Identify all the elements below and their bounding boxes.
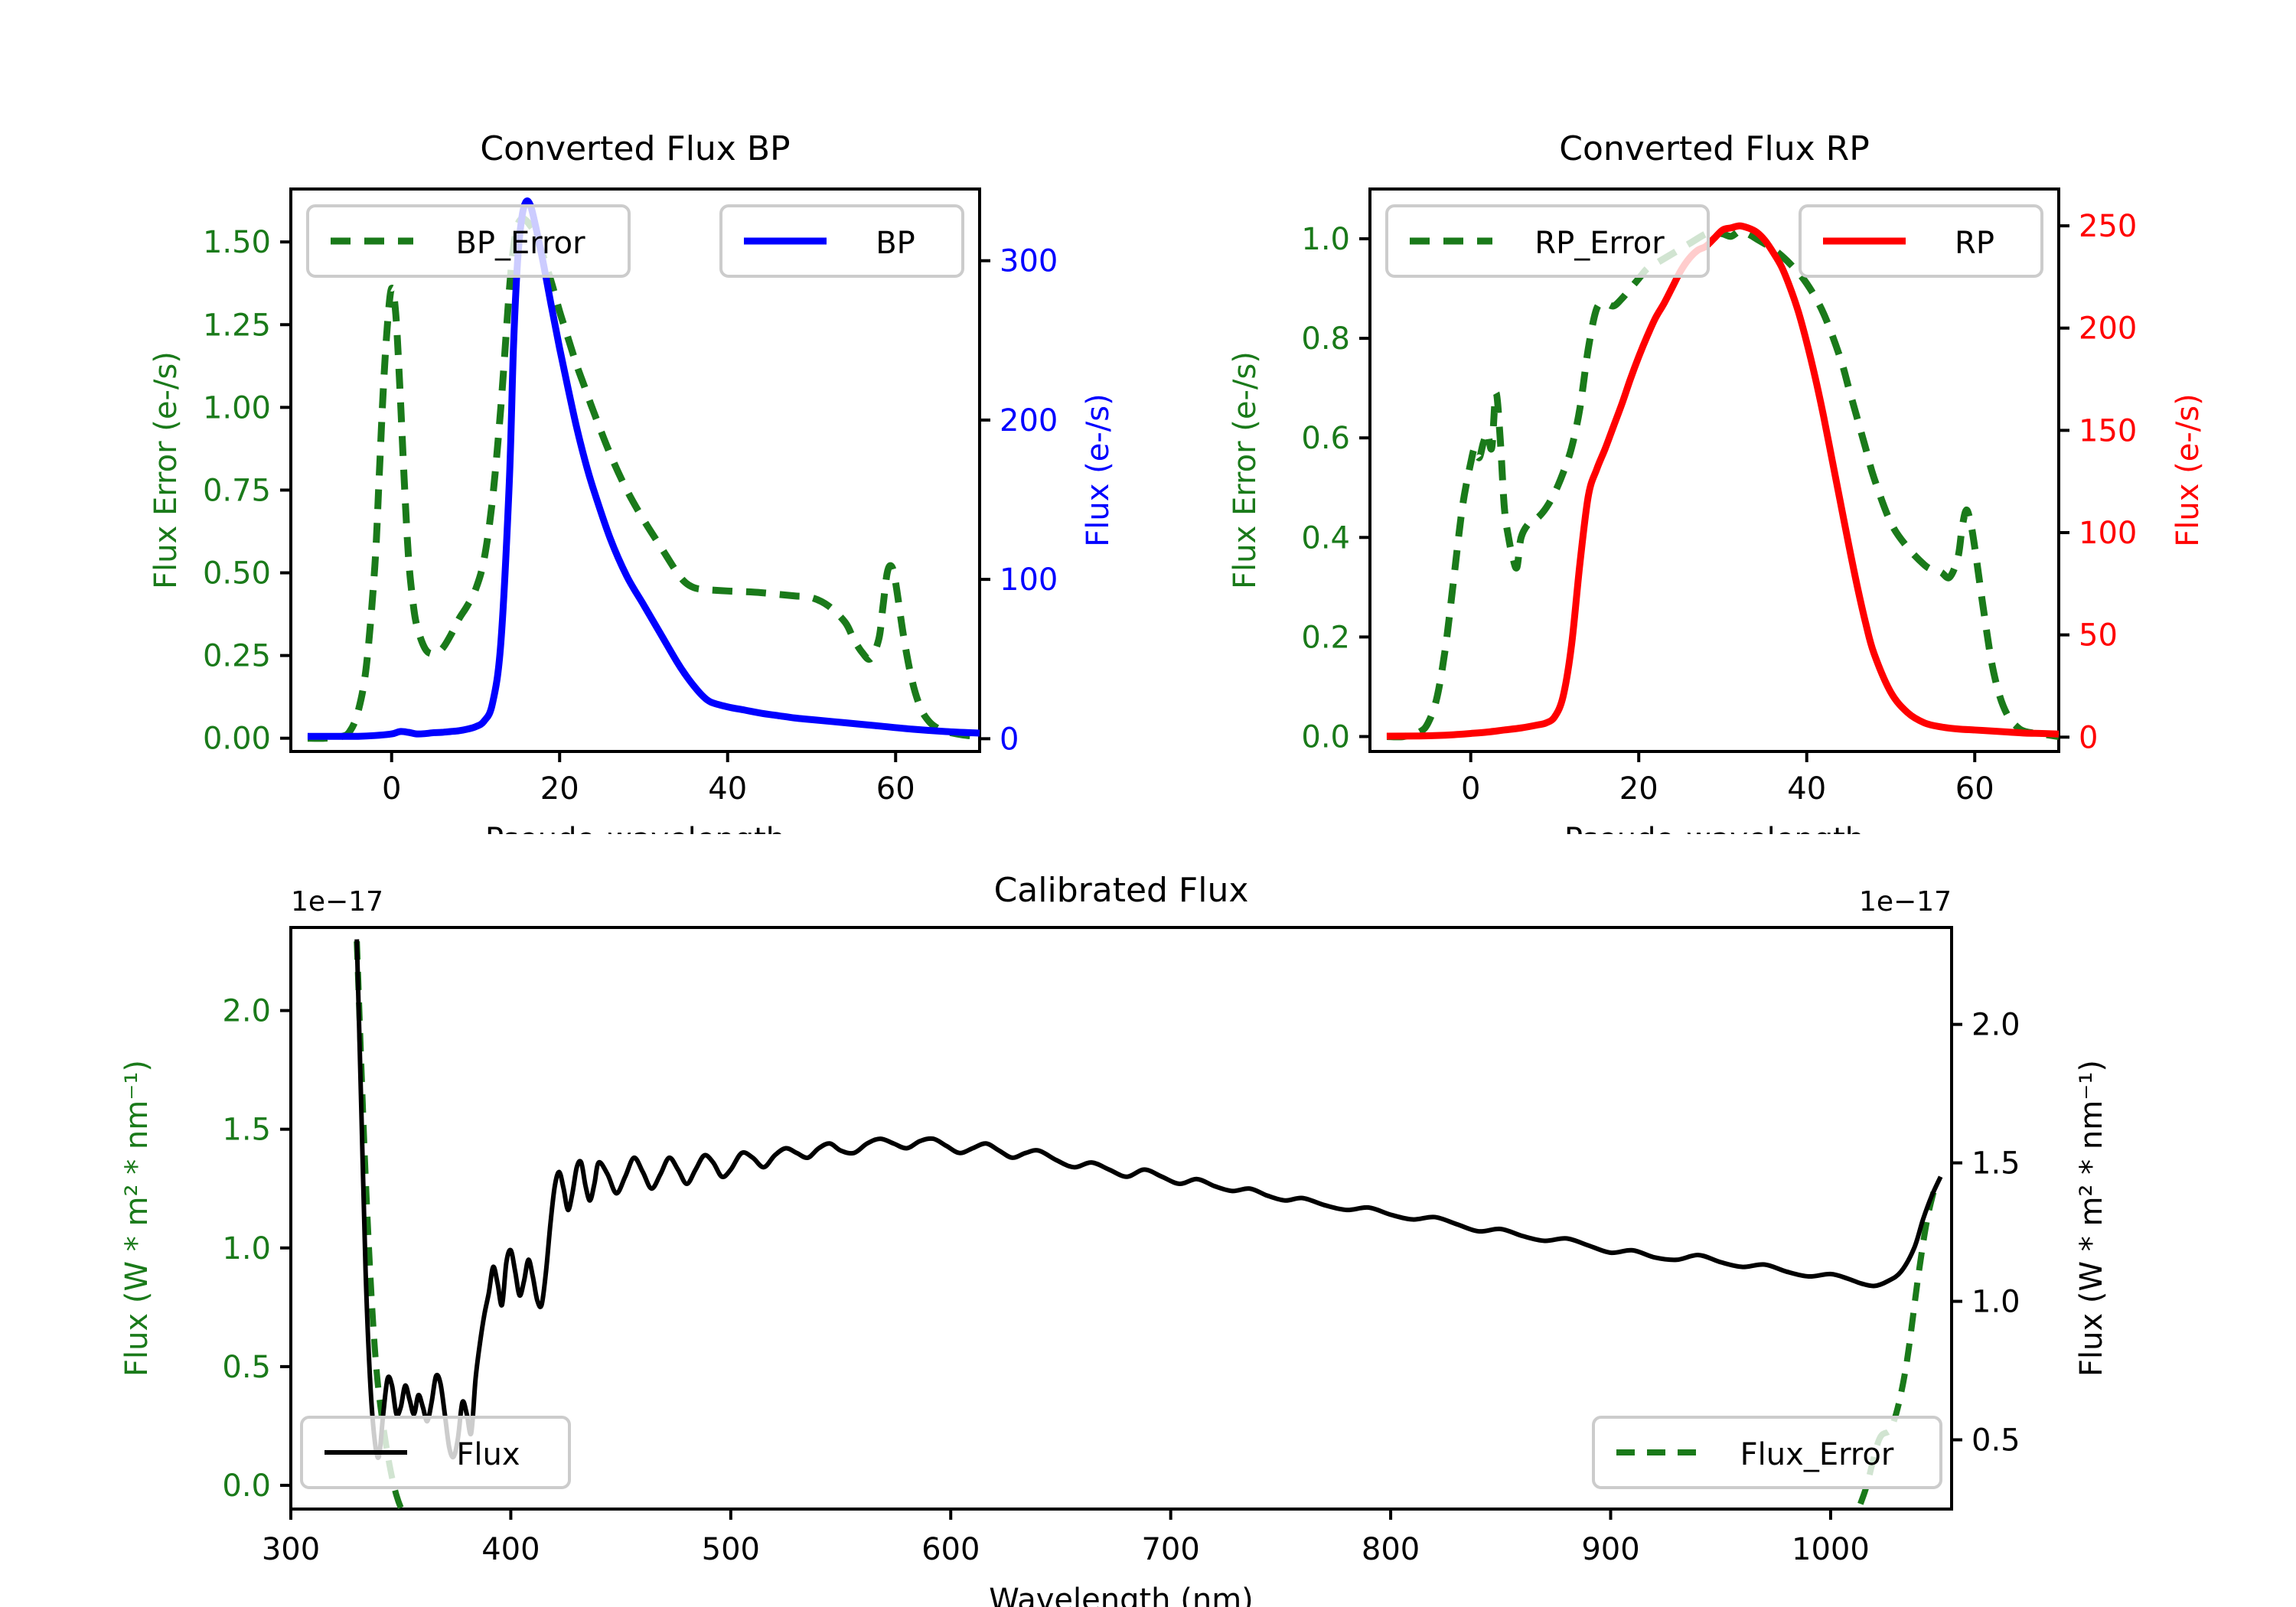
panel-converted-flux-bp: Converted Flux BP 0.00 0.25 0.50 0.75 1.00 1.2… [148, 129, 1116, 834]
panel-title-calibrated: Calibrated Flux [994, 871, 1249, 910]
legend-label-bp-error: BP_Error [455, 226, 585, 261]
legend-label-rp-error: RP_Error [1534, 226, 1665, 261]
y-tick-label-left: 1.0 [1301, 222, 1350, 257]
x-tick-label: 0 [1461, 771, 1480, 807]
y-tick-label-right: 150 [2079, 413, 2137, 448]
y-tick-label-left: 0.25 [203, 639, 271, 674]
plot-frame [289, 187, 981, 753]
y-tick-label-right: 0 [1000, 722, 1019, 757]
y-tick-label-left: 2.0 [222, 994, 271, 1029]
series-bp-error [307, 215, 980, 742]
x-axis-label: Pseudo-wavelength [485, 822, 785, 834]
panel-title-rp: Converted Flux RP [1559, 129, 1870, 168]
y-tick-label-left: 0.5 [222, 1350, 271, 1385]
y-tick-label-right: 200 [2079, 311, 2137, 347]
legend-label-flux-error: Flux_Error [1740, 1437, 1894, 1472]
y-tick-label-left: 0.8 [1301, 321, 1350, 357]
y-tick-label-left: 1.00 [203, 390, 271, 425]
x-tick-label: 40 [1787, 771, 1826, 807]
series-flux [354, 939, 1943, 1460]
y-tick-label-left: 0.75 [203, 473, 271, 508]
y-tick-label-left: 1.5 [222, 1113, 271, 1148]
x-tick-label: 500 [702, 1532, 760, 1567]
y-axis-label-left: Flux Error (e-/s) [148, 351, 184, 589]
y-tick-label-left: 0.0 [1301, 719, 1350, 755]
x-tick-label: 60 [1955, 771, 1994, 807]
plot-frame [289, 926, 1953, 1511]
x-tick-label: 20 [540, 771, 579, 807]
y-tick-label-right: 50 [2079, 618, 2118, 654]
panel-title-bp: Converted Flux BP [480, 129, 790, 168]
legend-label-flux: Flux [456, 1437, 520, 1472]
series-rp [1386, 222, 2060, 740]
y-axis-label-right: Flux (e-/s) [2170, 393, 2206, 546]
y-axis-label-right: Flux (W * m² * nm⁻¹) [2074, 1060, 2109, 1377]
x-tick-label: 20 [1619, 771, 1658, 807]
legend-label-rp: RP [1955, 226, 1994, 261]
x-tick-label: 600 [921, 1532, 980, 1567]
series-bp [307, 197, 980, 740]
y-tick-label-right: 0 [2079, 720, 2098, 755]
panel-calibrated-flux: Calibrated Flux 1e−17 1e−17 0.0 0.5 1.0 1.5 2.0… [119, 871, 2109, 1607]
x-tick-label: 900 [1581, 1532, 1639, 1567]
x-tick-label: 0 [382, 771, 401, 807]
legend-bp[interactable]: BP [719, 204, 964, 278]
x-tick-label: 800 [1362, 1532, 1420, 1567]
legend-rp-error[interactable]: RP_Error [1385, 204, 1710, 278]
plot-frame [1368, 187, 2060, 753]
y-tick-label-right: 0.5 [1971, 1423, 2020, 1459]
y-tick-label-left: 0.50 [203, 556, 271, 592]
x-tick-label: 40 [708, 771, 747, 807]
y-tick-label-left: 0.0 [222, 1468, 271, 1504]
x-tick-label: 1000 [1792, 1532, 1870, 1567]
panel-converted-flux-rp: Converted Flux RP 0.0 0.2 0.4 0.6 0.8 1.0 0 50 10… [1228, 129, 2206, 834]
y-axis-label-left: Flux (W * m² * nm⁻¹) [119, 1060, 155, 1377]
y-tick-label-right: 2.0 [1971, 1008, 2020, 1043]
y-tick-label-right: 250 [2079, 209, 2137, 244]
x-axis-label: Pseudo-wavelength [1564, 822, 1864, 834]
legend-flux-error[interactable]: Flux_Error [1592, 1416, 1942, 1489]
legend-flux[interactable]: Flux [300, 1416, 571, 1489]
y-tick-label-left: 0.6 [1301, 421, 1350, 456]
y-tick-label-left: 0.00 [203, 722, 271, 757]
y-tick-label-right: 100 [2079, 516, 2137, 551]
x-tick-label: 400 [481, 1532, 540, 1567]
y-axis-label-left: Flux Error (e-/s) [1228, 351, 1263, 589]
legend-label-bp: BP [876, 226, 915, 261]
y-axis-offset-right: 1e−17 [1859, 886, 1952, 918]
x-axis-label: Wavelength (nm) [989, 1583, 1254, 1607]
legend-bp-error[interactable]: BP_Error [306, 204, 631, 278]
y-tick-label-left: 1.0 [222, 1231, 271, 1266]
y-tick-label-right: 1.5 [1971, 1146, 2020, 1182]
legend-rp[interactable]: RP [1799, 204, 2043, 278]
y-tick-label-right: 300 [1000, 244, 1058, 279]
y-tick-label-left: 1.25 [203, 308, 271, 343]
y-tick-label-left: 1.50 [203, 225, 271, 260]
y-tick-label-left: 0.4 [1301, 520, 1350, 556]
x-tick-label: 700 [1141, 1532, 1199, 1567]
x-tick-label: 60 [876, 771, 915, 807]
series-rp-error [1386, 227, 2060, 741]
y-axis-offset-left: 1e−17 [291, 886, 383, 918]
x-tick-label: 300 [262, 1532, 320, 1567]
y-tick-label-left: 0.2 [1301, 620, 1350, 655]
y-tick-label-right: 200 [1000, 403, 1058, 438]
y-axis-label-right: Flux (e-/s) [1081, 393, 1116, 546]
y-tick-label-right: 100 [1000, 562, 1058, 598]
y-tick-label-right: 1.0 [1971, 1285, 2020, 1320]
